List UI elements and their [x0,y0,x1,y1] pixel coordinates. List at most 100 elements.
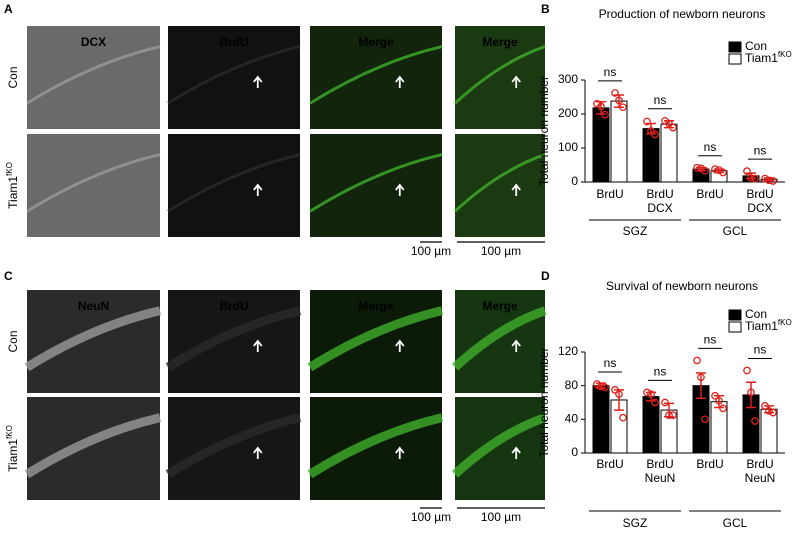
significance-label: ns [604,356,617,370]
data-point [765,407,773,415]
channel-label: NeuN [78,299,109,313]
tissue-band [307,413,444,479]
significance-label: ns [704,140,717,154]
legend-label-main: Con [745,39,767,53]
row-label: Con [6,330,20,352]
data-point [601,110,609,119]
data-point [665,411,673,419]
y-axis-label: Total neuron number [537,76,551,186]
channel-label: Merge [358,299,394,313]
data-point [661,398,669,407]
arrow [395,339,405,352]
significance-label: ns [754,343,767,357]
data-point [747,388,755,397]
significance-label: ns [654,93,667,107]
x-tick-label: BrdU [746,187,773,201]
data-point [697,373,705,382]
micrograph [168,397,300,500]
row-label-sup: fKO [5,425,14,439]
data-point [701,415,709,424]
channel-label: BrdU [219,35,248,49]
micrograph [310,397,442,500]
data-point [761,402,769,410]
y-axis-label: Total neuron number [537,347,551,457]
y-tick-label: 300 [558,72,578,86]
channel-label: DCX [81,35,106,49]
x-tick-label: NeuN [745,471,776,485]
y-tick-label: 0 [571,174,578,188]
panel-letter: D [541,269,550,283]
micrograph [27,134,160,237]
arrow [395,446,405,459]
arrow [253,75,263,88]
row-label: Tiam1fKO [5,162,21,209]
micrograph [27,26,160,129]
chart-title: Production of newborn neurons [599,7,766,21]
data-point [697,164,705,173]
bar [610,100,628,183]
data-point [651,130,659,139]
data-point [743,366,751,375]
x-tick-label: BrdU [746,457,773,471]
scale-label: 100 µm [411,244,451,258]
tissue-band [167,45,301,105]
data-point [711,165,719,173]
micrograph [27,397,160,500]
row-label: Tiam1fKO [5,425,21,472]
x-tick-label: DCX [647,201,672,215]
micrograph [168,134,300,237]
legend-label: Tiam1fKO [745,50,792,66]
bar [710,401,728,454]
micrograph [168,290,300,393]
group-label: SGZ [623,224,648,238]
significance-label: ns [704,333,717,347]
panel-letter: B [541,2,550,16]
x-tick-label: BrdU [696,187,723,201]
legend-label: Tiam1fKO [745,318,792,334]
data-point [693,163,701,172]
tissue-band [165,306,302,372]
bar [592,385,610,454]
micrograph [27,290,160,393]
data-point [647,390,655,398]
row-label: Con [6,66,20,88]
data-point [665,119,673,128]
legend-label-main: Tiam1 [745,319,778,333]
data-point [669,411,677,419]
x-tick-label: BrdU [596,187,623,201]
data-point [719,404,727,413]
data-point [719,168,727,177]
y-tick-label: 80 [565,378,579,392]
tissue-band [307,306,444,372]
row-label-sup: fKO [5,162,14,176]
data-point [669,123,677,132]
x-tick-label: BrdU [696,457,723,471]
tissue-band [24,306,162,372]
tissue-band [309,45,443,105]
data-point [643,117,651,126]
channel-label: BrdU [219,299,248,313]
tissue-band [451,306,547,371]
legend-label-main: Con [745,307,767,321]
data-point [615,96,623,105]
data-point [747,174,755,182]
data-point [715,166,723,174]
channel-label: Merge [358,35,394,49]
data-point [619,103,627,112]
legend-label: Con [745,39,767,53]
micrograph [455,397,545,500]
data-point [765,176,773,185]
data-point [701,166,709,175]
bar [592,107,610,183]
y-tick-label: 120 [558,344,578,358]
legend-label-sup: fKO [778,318,792,327]
channel-label: Merge [482,35,518,49]
channel-label: Merge [482,299,518,313]
micrograph [168,26,300,129]
row-label-main: Con [6,66,20,88]
data-point [711,391,719,400]
tissue-band [309,153,443,213]
data-point [651,398,659,407]
scale-label: 100 µm [481,510,521,524]
